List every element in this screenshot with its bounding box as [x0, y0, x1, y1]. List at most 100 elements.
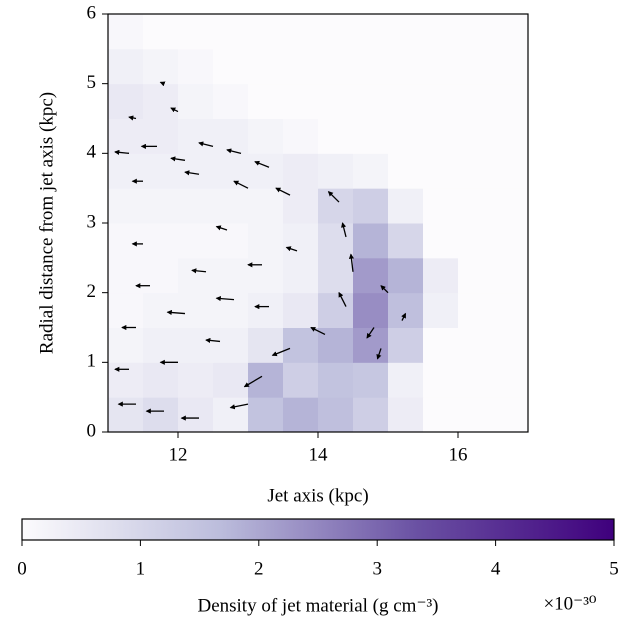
density-cell: [108, 83, 144, 119]
density-cell: [108, 397, 144, 433]
velocity-arrow: [338, 291, 347, 307]
density-cell: [423, 223, 459, 259]
velocity-arrow: [310, 326, 326, 336]
density-cell: [213, 188, 249, 224]
density-cell: [353, 188, 389, 224]
velocity-arrow: [327, 191, 340, 203]
density-cell: [108, 362, 144, 398]
velocity-arrow: [376, 348, 382, 360]
density-cell: [178, 327, 214, 363]
density-cell: [178, 83, 214, 119]
velocity-arrow: [166, 309, 186, 316]
density-cell: [423, 118, 459, 154]
density-cell: [283, 153, 319, 189]
velocity-arrow: [348, 253, 355, 272]
density-cell: [493, 223, 529, 259]
density-cell: [108, 118, 144, 154]
density-cell: [423, 48, 459, 85]
velocity-arrow: [401, 312, 407, 321]
density-cell: [493, 48, 529, 85]
density-cell: [388, 292, 424, 328]
density-cell: [353, 83, 389, 119]
density-cell: [388, 257, 424, 294]
density-cell: [388, 14, 424, 50]
density-cell: [143, 83, 179, 119]
density-cell: [318, 188, 354, 224]
density-cell: [388, 83, 424, 119]
density-cell: [248, 223, 284, 259]
density-cell: [248, 362, 284, 398]
density-cell: [143, 14, 179, 50]
density-cell: [213, 362, 249, 398]
density-cell: [248, 397, 284, 433]
density-cell: [423, 83, 459, 119]
density-cell: [178, 362, 214, 398]
density-cell: [318, 397, 354, 433]
density-cell: [318, 362, 354, 398]
density-cell: [178, 223, 214, 259]
density-cell: [493, 153, 529, 189]
density-cell: [493, 362, 529, 398]
colorbar-label: Density of jet material (g cm⁻³): [197, 595, 438, 616]
density-cell: [318, 48, 354, 85]
density-cell: [213, 48, 249, 85]
density-cell: [248, 14, 284, 50]
density-cell: [318, 14, 354, 50]
velocity-arrow: [243, 375, 263, 388]
density-cell: [458, 188, 494, 224]
density-cell: [458, 118, 494, 154]
colorbar-tick-label: 3: [372, 558, 382, 579]
y-tick-label: 5: [87, 72, 97, 93]
density-cell: [388, 223, 424, 259]
colorbar-tick-label: 2: [254, 558, 264, 579]
density-cell: [493, 118, 529, 154]
density-cell: [178, 257, 214, 294]
density-cell: [353, 48, 389, 85]
velocity-arrow: [229, 403, 249, 410]
density-cell: [353, 397, 389, 433]
density-cell: [353, 362, 389, 398]
density-cell: [423, 153, 459, 189]
y-tick-label: 4: [87, 142, 97, 163]
density-cell: [283, 118, 319, 154]
density-cell: [248, 292, 284, 328]
x-axis-label: Jet axis (kpc): [267, 485, 368, 506]
density-cell: [213, 397, 249, 433]
density-cell: [388, 188, 424, 224]
y-tick-label: 2: [87, 281, 97, 302]
colorbar-tick-label: 1: [136, 558, 146, 579]
velocity-arrow: [275, 187, 291, 196]
density-cell: [178, 397, 214, 433]
x-tick-label: 14: [309, 444, 329, 465]
density-cell: [318, 292, 354, 328]
density-cell: [493, 397, 529, 433]
density-cell: [423, 257, 459, 294]
density-cell: [108, 14, 144, 50]
velocity-arrow: [215, 225, 228, 231]
density-cell: [248, 118, 284, 154]
density-cell: [318, 257, 354, 294]
density-cell: [248, 188, 284, 224]
velocity-arrow: [366, 327, 375, 339]
density-cell: [108, 257, 144, 294]
density-cell: [248, 83, 284, 119]
density-cell: [458, 153, 494, 189]
colorbar: [21, 518, 615, 541]
density-cell: [458, 327, 494, 363]
density-cell: [353, 292, 389, 328]
density-cell: [283, 223, 319, 259]
density-cell: [108, 153, 144, 189]
density-cell: [213, 118, 249, 154]
density-cell: [493, 327, 529, 363]
density-cell: [108, 188, 144, 224]
density-cell: [353, 14, 389, 50]
density-cell: [458, 292, 494, 328]
x-tick-label: 12: [169, 444, 188, 465]
density-cell: [213, 14, 249, 50]
velocity-arrow: [198, 141, 214, 147]
velocity-arrow: [285, 246, 298, 252]
density-cell: [143, 188, 179, 224]
density-cell: [458, 223, 494, 259]
